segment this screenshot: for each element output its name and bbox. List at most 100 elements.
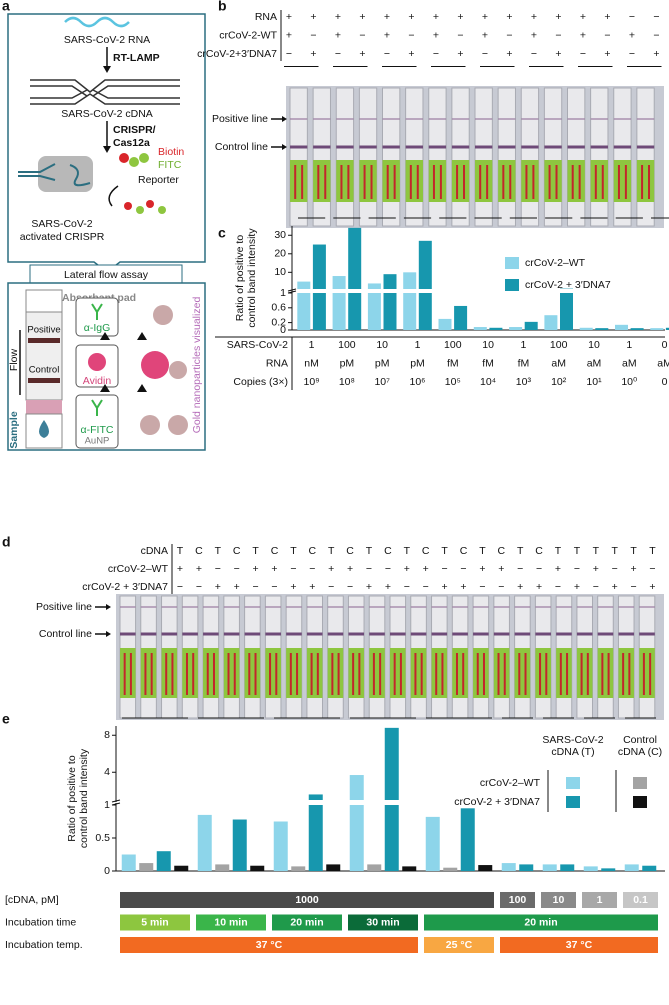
legend-swatch [505,257,519,269]
bar [291,866,306,871]
label: SARS-CoV-2 [31,218,92,230]
pad [556,648,572,698]
arrow [559,653,569,695]
arrow [372,653,382,695]
legend-label: crCoV-2–WT [480,777,541,789]
arrowheads [100,332,147,392]
positive-band [369,606,385,608]
legend-header: Control [623,734,657,746]
bar [332,276,346,289]
panel-label: b [218,0,227,14]
band-label: 37 °C [256,939,283,951]
sign: T [366,545,373,557]
positive-band [244,606,261,608]
sign: + [310,48,316,60]
label: Lateral flow assay [64,269,149,281]
row-label: crCoV-2+3′DNA7 [197,48,277,60]
sign: T [328,545,335,557]
drop [39,420,49,438]
control-band [336,145,354,149]
sign: T [611,545,618,557]
bar [473,327,487,330]
sign: + [460,581,466,593]
control-band [428,145,447,149]
table-cell: 10³ [516,376,532,388]
bar [139,863,154,871]
pad [336,160,354,202]
positive-band [613,118,632,120]
sign: C [271,545,279,557]
positive-band [544,118,562,120]
sign: + [310,11,316,23]
table-cell: aM [657,357,669,369]
sign: + [653,48,659,60]
sign: + [593,563,599,575]
sign: C [309,545,317,557]
positive-band [306,606,323,608]
table-cell: 100 [444,339,462,351]
control-band [567,145,585,149]
sign: − [359,29,365,41]
bar [367,864,382,871]
sign: C [498,545,506,557]
sign: + [604,11,610,23]
table-label: Copies (3×) [233,376,288,388]
band [272,914,342,931]
y-tick-label: 30 [274,229,286,241]
bar [174,865,189,871]
bar [383,293,397,330]
sign: + [457,48,463,60]
sign: + [580,29,586,41]
sign: − [328,581,334,593]
y-tick-label: 1 [280,287,286,299]
control-band [203,632,219,636]
band [424,937,494,953]
positive-band [493,606,510,608]
control-band [452,632,468,636]
bar [418,240,432,289]
sign: − [604,29,610,41]
arrowhead [106,604,111,610]
arrow [310,653,319,695]
bar [454,305,468,330]
arrow [386,165,396,199]
sign: − [309,563,315,575]
sign: T [404,545,411,557]
row-label: crCoV-2 + 3′DNA7 [82,581,168,593]
table-cell: 10⁶ [409,376,425,388]
panel-label: a [2,0,10,14]
legend-label: crCoV-2 + 3′DNA7 [525,279,611,291]
arrow [571,165,581,199]
strip [382,87,401,227]
bar [384,727,399,800]
arrow [165,653,174,695]
label: CRISPR/ [113,124,156,136]
gold-particle [169,361,187,379]
positive-band [390,606,406,608]
bar [402,866,417,871]
table-cell: 10⁹ [304,376,320,388]
axis-break [111,799,121,806]
strip [590,87,609,227]
sign: + [580,11,586,23]
control-band [613,145,632,149]
positive-band [382,118,400,120]
strip [567,87,586,227]
pad [410,648,427,698]
label: α-IgG [84,322,111,334]
arrow [539,653,548,695]
arrow [409,165,419,199]
pad [597,648,614,698]
bar [560,293,573,330]
y-tick-label: 20 [274,248,286,260]
sign: T [555,545,562,557]
sign: + [649,581,655,593]
table-cell: 10⁰ [621,376,637,388]
sign: + [479,563,485,575]
positive-band [521,118,539,120]
fragment [158,206,166,214]
legend-swatch [505,279,519,291]
band-label: 10 min [214,916,247,928]
sign: T [215,545,222,557]
positive-band [140,606,157,608]
